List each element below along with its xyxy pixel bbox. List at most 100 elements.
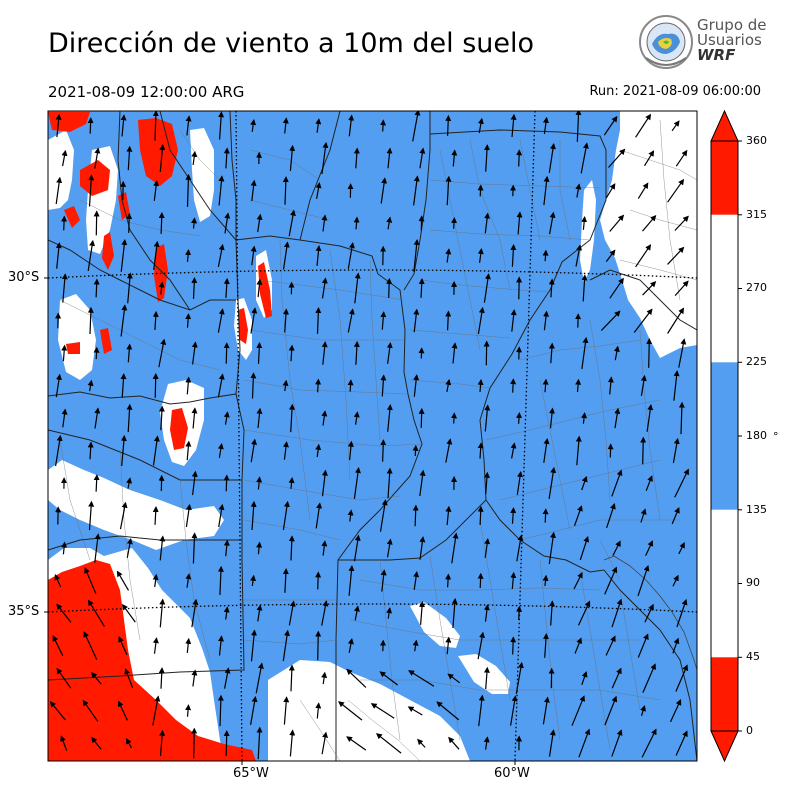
wind-arrow bbox=[445, 573, 452, 588]
wind-arrow bbox=[223, 539, 230, 557]
wind-arrow bbox=[510, 507, 517, 524]
wind-arrow bbox=[418, 407, 425, 428]
wind-arrow bbox=[548, 278, 555, 298]
colorbar-extend-bottom bbox=[710, 730, 739, 763]
wind-arrow bbox=[185, 376, 192, 395]
wind-arrow bbox=[282, 308, 289, 333]
wind-arrow bbox=[642, 214, 657, 232]
wind-arrow bbox=[678, 401, 685, 435]
wind-arrow bbox=[672, 437, 680, 464]
wind-arrow bbox=[256, 476, 263, 490]
wind-arrow bbox=[575, 435, 582, 466]
wind-arrow bbox=[191, 669, 198, 687]
wind-arrow bbox=[152, 111, 159, 141]
wind-arrow bbox=[643, 150, 655, 167]
wind-arrow bbox=[483, 471, 490, 495]
wind-arrow bbox=[346, 736, 367, 751]
wind-arrow bbox=[93, 346, 100, 360]
wind-arrow bbox=[451, 149, 458, 167]
wind-arrow bbox=[676, 598, 688, 628]
wind-arrow bbox=[191, 277, 198, 299]
graticule-lat-30S bbox=[48, 269, 697, 279]
colorbar-tick-315: 315 bbox=[746, 208, 767, 221]
wind-arrow bbox=[223, 147, 230, 169]
wind-arrow bbox=[88, 500, 95, 531]
wind-arrow bbox=[642, 663, 656, 693]
wind-arrow bbox=[347, 638, 354, 653]
lat-label-30s: 30°S bbox=[8, 270, 40, 285]
wind-arrow bbox=[637, 564, 650, 597]
wind-arrow bbox=[640, 705, 646, 716]
wind-arrow bbox=[353, 411, 360, 425]
wind-arrow bbox=[611, 729, 623, 757]
wind-arrow bbox=[315, 702, 322, 719]
wind-arrow bbox=[250, 574, 257, 587]
wind-arrow bbox=[289, 729, 296, 757]
wind-arrow bbox=[217, 694, 224, 727]
northwest-red-patch-4 bbox=[64, 206, 80, 228]
wind-arrow bbox=[413, 571, 420, 590]
wind-arrow bbox=[56, 667, 72, 689]
wind-arrow bbox=[256, 278, 263, 298]
wind-arrow bbox=[315, 443, 322, 458]
wind-arrow bbox=[185, 503, 192, 528]
wind-arrow bbox=[644, 603, 654, 623]
wind-arrow bbox=[419, 147, 426, 169]
wind-arrow bbox=[153, 180, 160, 201]
wind-arrow bbox=[380, 119, 387, 132]
wind-arrow bbox=[152, 637, 159, 654]
wind-arrow bbox=[125, 738, 133, 749]
logo-line-3: WRF bbox=[697, 46, 736, 64]
wind-arrow bbox=[159, 144, 166, 172]
wind-arrow bbox=[283, 441, 289, 460]
wind-arrow bbox=[542, 574, 549, 587]
wind-arrow bbox=[61, 149, 68, 167]
wind-arrow bbox=[255, 662, 264, 694]
wind-arrow bbox=[542, 249, 549, 262]
wind-arrow bbox=[223, 730, 230, 756]
wind-arrow bbox=[386, 467, 393, 499]
wind-arrow bbox=[83, 631, 98, 661]
wind-arrow bbox=[223, 411, 230, 425]
wind-arrow bbox=[542, 508, 549, 523]
map-title: Dirección de viento a 10m del suelo bbox=[48, 28, 535, 59]
wind-arrow bbox=[120, 304, 128, 337]
wind-arrow bbox=[380, 374, 387, 397]
graticule-lon-60W bbox=[514, 111, 536, 761]
wind-arrow bbox=[315, 182, 322, 199]
colorbar-bin-225-315 bbox=[711, 214, 738, 363]
wind-arrow bbox=[353, 216, 360, 230]
wind-arrow bbox=[120, 239, 128, 272]
wind-arrow bbox=[412, 111, 421, 142]
wind-arrow bbox=[477, 378, 484, 392]
wind-arrow bbox=[158, 212, 165, 234]
northwest-white-strip-4 bbox=[58, 294, 96, 380]
wind-arrow bbox=[218, 635, 224, 656]
wind-arrow bbox=[412, 444, 419, 457]
wind-arrow bbox=[542, 378, 549, 393]
wind-arrow bbox=[126, 212, 133, 233]
wind-arrow bbox=[191, 341, 198, 365]
wind-arrow bbox=[445, 114, 452, 136]
wind-arrow bbox=[380, 439, 387, 462]
wind-arrow bbox=[55, 113, 62, 138]
pampa-white-lake-2 bbox=[458, 654, 510, 694]
wind-arrow bbox=[54, 574, 62, 588]
wind-arrow bbox=[477, 631, 485, 660]
southcentral-white-region bbox=[268, 660, 470, 761]
graticule-lon-65W bbox=[235, 111, 243, 761]
lat-label-35s: 35°S bbox=[8, 604, 40, 619]
wind-arrow bbox=[321, 671, 328, 685]
wind-arrow bbox=[348, 565, 355, 596]
wind-arrow bbox=[94, 407, 101, 429]
wind-arrow bbox=[542, 633, 549, 658]
wind-arrow bbox=[671, 120, 680, 132]
colorbar-bin-315-360 bbox=[711, 141, 738, 215]
wind-arrow bbox=[288, 209, 296, 237]
wind-arrow bbox=[289, 144, 296, 171]
west-red-patch bbox=[100, 328, 112, 354]
wind-arrow bbox=[642, 281, 657, 296]
wind-arrow bbox=[321, 141, 329, 174]
wind-arrow bbox=[574, 637, 583, 654]
